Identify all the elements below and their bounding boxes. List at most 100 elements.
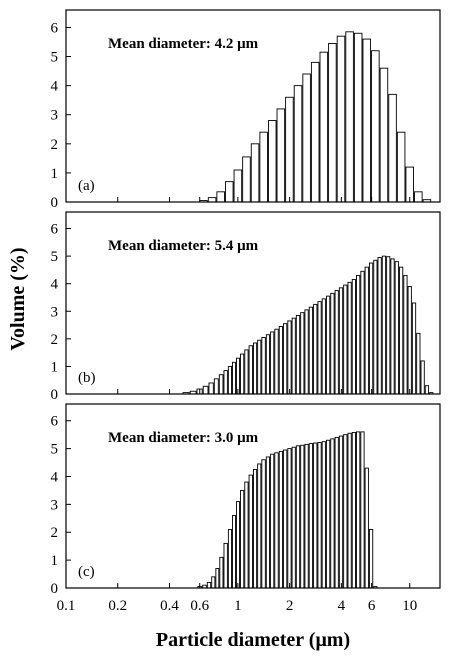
y-tick-label-a-3: 3: [51, 108, 59, 124]
bar-b-9: [232, 361, 236, 395]
bar-a-25: [414, 191, 423, 203]
x-tick-label-1: 0.2: [108, 598, 127, 614]
y-tick-label-c-6: 6: [51, 414, 59, 430]
bar-b-17: [265, 334, 271, 395]
bar-c-32: [334, 437, 339, 589]
y-tick-label-c-3: 3: [51, 497, 59, 513]
bar-c-15: [261, 459, 266, 589]
bar-b-6: [218, 374, 224, 395]
bar-c-14: [257, 463, 262, 589]
bar-b-48: [399, 266, 404, 395]
bar-a-15: [328, 43, 337, 203]
y-tick-label-b-0: 0: [51, 387, 59, 403]
bar-b-24: [295, 314, 301, 395]
x-tick-label-0: 0.1: [57, 598, 76, 614]
panel-label-a: (a): [78, 178, 95, 194]
bar-a-19: [362, 38, 372, 203]
mean-diameter-annotation-c: Mean diameter: 3.0 μm: [108, 430, 259, 446]
bar-c-33: [338, 435, 344, 589]
panel-b: 0 1 2 3 4 5 6 (b) Mean diameter: 5.4 μm: [51, 211, 441, 403]
bar-b-34: [338, 287, 344, 395]
bar-b-39: [360, 270, 365, 395]
bar-c-17: [270, 453, 275, 589]
bar-c-10: [240, 489, 245, 589]
y-tick-label-c-5: 5: [51, 442, 59, 458]
bar-b-12: [244, 349, 249, 395]
bar-c-29: [321, 441, 326, 589]
bar-a-5: [242, 156, 251, 203]
bar-b-19: [274, 328, 279, 395]
bar-a-6: [250, 143, 260, 203]
bar-b-44: [381, 255, 387, 395]
bar-b-32: [330, 292, 335, 395]
bar-b-49: [403, 274, 408, 395]
bar-a-17: [345, 31, 354, 203]
bar-a-24: [405, 166, 414, 203]
bar-c-30: [325, 439, 331, 589]
x-axis-ticks: 0.1 0.2 0.4 0.6 1 2 4 6 10: [57, 598, 418, 614]
bar-b-40: [364, 266, 369, 395]
bar-a-11: [293, 85, 303, 203]
bar-b-21: [283, 323, 288, 395]
bar-b-27: [308, 306, 314, 395]
bar-c-34: [343, 434, 348, 589]
bar-b-54: [424, 385, 430, 395]
bar-c-16: [265, 456, 271, 589]
bar-c-27: [313, 442, 318, 589]
bar-c-2: [206, 581, 212, 589]
bar-c-19: [278, 450, 283, 589]
x-tick-label-7: 6: [368, 598, 376, 614]
bar-b-37: [351, 279, 356, 395]
bar-b-7: [223, 370, 228, 395]
bar-c-18: [274, 452, 279, 589]
bar-a-16: [336, 35, 346, 203]
bar-c-3: [211, 576, 216, 589]
bar-c-23: [295, 445, 301, 589]
y-tick-label-a-6: 6: [51, 20, 59, 36]
bar-c-12: [248, 474, 253, 589]
bar-b-35: [343, 284, 348, 395]
x-axis-title: Particle diameter (μm): [156, 629, 350, 651]
bar-b-43: [377, 257, 382, 395]
y-tick-label-b-4: 4: [51, 277, 59, 293]
bar-c-8: [232, 515, 236, 589]
bar-b-30: [321, 298, 326, 395]
bar-c-22: [291, 446, 296, 589]
bar-b-45: [386, 256, 391, 395]
bar-c-38: [360, 431, 365, 589]
bar-b-41: [368, 262, 374, 395]
y-tick-label-b-2: 2: [51, 332, 59, 348]
bar-b-36: [347, 281, 352, 395]
bar-c-4: [215, 568, 220, 589]
panel-label-c: (c): [78, 564, 95, 580]
bar-a-13: [310, 61, 320, 203]
bar-a-7: [259, 131, 268, 203]
y-tick-label-a-2: 2: [51, 137, 59, 153]
bar-a-18: [353, 32, 363, 203]
mean-diameter-annotation-a: Mean diameter: 4.2 μm: [108, 36, 259, 52]
bar-b-13: [248, 345, 253, 395]
bar-c-9: [235, 501, 240, 589]
bar-b-18: [270, 331, 275, 395]
bar-c-28: [317, 442, 322, 589]
y-tick-label-b-5: 5: [51, 249, 59, 265]
bar-b-51: [411, 302, 417, 395]
bar-a-22: [388, 93, 397, 203]
bar-a-23: [396, 131, 406, 203]
y-tick-label-b-3: 3: [51, 304, 59, 320]
bar-c-24: [300, 444, 305, 589]
bar-b-5: [213, 378, 219, 395]
bar-b-23: [291, 317, 296, 395]
bar-c-35: [347, 432, 352, 589]
bar-b-28: [313, 303, 318, 395]
x-tick-label-2: 0.4: [160, 598, 179, 614]
x-tick-label-6: 4: [338, 598, 346, 614]
y-tick-label-a-5: 5: [51, 50, 59, 66]
y-tick-label-c-4: 4: [51, 469, 59, 485]
y-tick-label-b-6: 6: [51, 222, 59, 238]
bar-b-16: [261, 337, 266, 395]
bar-b-11: [240, 353, 245, 395]
bar-a-1: [207, 197, 217, 203]
bar-b-20: [278, 325, 283, 395]
bar-c-31: [330, 438, 335, 589]
